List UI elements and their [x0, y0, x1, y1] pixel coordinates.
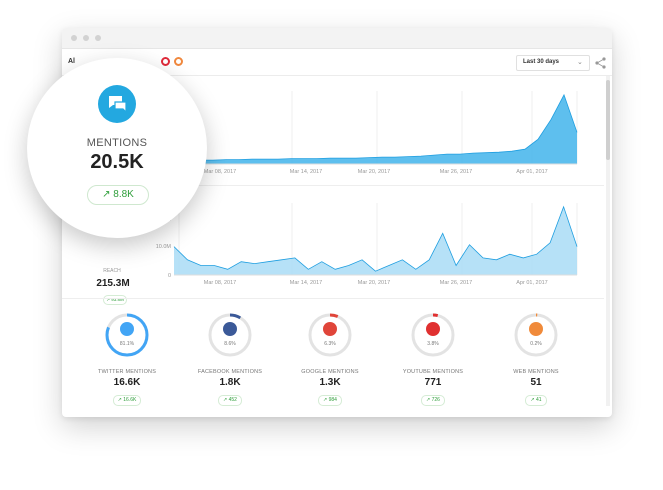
- rss-filter-icon[interactable]: [174, 57, 183, 66]
- source-value: 771: [424, 377, 442, 388]
- section-divider: [62, 298, 604, 299]
- source-percent: 3.8%: [427, 341, 439, 347]
- donut-chart: [208, 313, 252, 357]
- reach-value: 215.3M: [96, 278, 130, 289]
- series-area: [174, 206, 577, 275]
- series-line: [173, 205, 578, 272]
- source-change-badge: ↗ 452: [218, 395, 242, 406]
- donut-chart: [514, 313, 558, 357]
- series-line: [174, 93, 578, 161]
- x-tick-label: Mar 14, 2017: [290, 169, 322, 175]
- source-percent: 8.6%: [224, 341, 236, 347]
- source-percent: 6.3%: [324, 341, 336, 347]
- source-percent: 0.2%: [530, 341, 542, 347]
- donut-chart: [308, 313, 352, 357]
- window-dot: [95, 35, 101, 41]
- title-bar: [62, 28, 612, 49]
- source-stat: 81.1% TWITTER MENTIONS 16.6K ↗ 16.6K: [87, 313, 167, 406]
- donut-segment: [514, 313, 558, 357]
- x-tick-label: Apr 01, 2017: [516, 280, 548, 286]
- source-ring: 6.3%: [308, 313, 352, 357]
- source-value: 51: [530, 377, 542, 388]
- toolbar-label: Al: [68, 58, 75, 65]
- toolbar: Al Last 30 days ⌄: [62, 49, 612, 76]
- x-tick-label: Mar 08, 2017: [204, 169, 236, 175]
- x-tick-label: Mar 20, 2017: [358, 169, 390, 175]
- window-dot: [83, 35, 89, 41]
- google-plus-icon: [323, 322, 337, 336]
- date-range-select[interactable]: Last 30 days ⌄: [516, 55, 590, 71]
- facebook-icon: [223, 322, 237, 336]
- x-tick-label: Apr 01, 2017: [516, 169, 548, 175]
- source-value: 16.6K: [113, 377, 141, 388]
- source-change-badge: ↗ 16.6K: [112, 395, 142, 406]
- donut-chart: [105, 313, 149, 357]
- x-tick-label: Mar 26, 2017: [440, 280, 472, 286]
- chevron-down-icon: ⌄: [577, 59, 583, 66]
- pinterest-filter-icon[interactable]: [161, 57, 170, 66]
- donut-chart: [411, 313, 455, 357]
- source-value: 1.3K: [319, 377, 341, 388]
- source-label: GOOGLE MENTIONS: [301, 369, 359, 375]
- source-stat: 0.2% WEB MENTIONS 51 ↗ 41: [496, 313, 576, 406]
- reach-change-badge: ↗ 93.8M: [103, 295, 127, 305]
- donut-segment: [411, 313, 455, 357]
- source-stat: 8.6% FACEBOOK MENTIONS 1.8K ↗ 452: [190, 313, 270, 406]
- mentions-label: MENTIONS: [86, 137, 148, 149]
- source-label: YOUTUBE MENTIONS: [402, 369, 464, 375]
- x-tick-label: Mar 26, 2017: [440, 169, 472, 175]
- donut-segment: [308, 313, 352, 357]
- x-tick-label: Mar 08, 2017: [204, 280, 236, 286]
- scrollbar-thumb[interactable]: [606, 80, 610, 160]
- mentions-change-badge: ↗ 8.8K: [87, 185, 149, 205]
- x-tick-label: Mar 14, 2017: [290, 280, 322, 286]
- source-ring: 81.1%: [105, 313, 149, 357]
- source-label: FACEBOOK MENTIONS: [197, 369, 263, 375]
- y-tick-label: 0: [168, 273, 171, 279]
- donut-segment: [208, 313, 252, 357]
- source-ring: 0.2%: [514, 313, 558, 357]
- chat-bubbles-icon: [98, 85, 136, 123]
- source-change-badge: ↗ 984: [318, 395, 342, 406]
- x-tick-label: Mar 20, 2017: [358, 280, 390, 286]
- y-tick-label: 10.0M: [156, 244, 172, 250]
- date-range-value: Last 30 days: [523, 59, 560, 65]
- source-ring: 8.6%: [208, 313, 252, 357]
- series-area: [174, 94, 577, 164]
- source-label: WEB MENTIONS: [513, 369, 559, 375]
- reach-label: REACH: [103, 268, 121, 274]
- scrollbar-track[interactable]: [606, 76, 610, 406]
- donut-segment: [105, 313, 149, 357]
- source-change-badge: ↗ 726: [421, 395, 445, 406]
- window-dot: [71, 35, 77, 41]
- source-value: 1.8K: [219, 377, 241, 388]
- twitter-icon: [120, 322, 134, 336]
- source-percent: 81.1%: [119, 341, 135, 347]
- source-stat: 6.3% GOOGLE MENTIONS 1.3K ↗ 984: [290, 313, 370, 406]
- source-change-badge: ↗ 41: [525, 395, 547, 406]
- reach-chart: Mar 08, 2017 Mar 14, 2017 Mar 20, 2017 Mar …: [156, 203, 578, 286]
- section-divider: [62, 185, 604, 186]
- source-stat: 3.8% YOUTUBE MENTIONS 771 ↗ 726: [393, 313, 473, 406]
- source-label: TWITTER MENTIONS: [97, 369, 157, 375]
- share-icon[interactable]: [594, 56, 608, 70]
- web-icon: [529, 322, 543, 336]
- mentions-value: 20.5K: [90, 151, 144, 173]
- mentions-magnifier: MENTIONS 20.5K ↗ 8.8K: [27, 58, 207, 238]
- youtube-icon: [426, 322, 440, 336]
- source-ring: 3.8%: [411, 313, 455, 357]
